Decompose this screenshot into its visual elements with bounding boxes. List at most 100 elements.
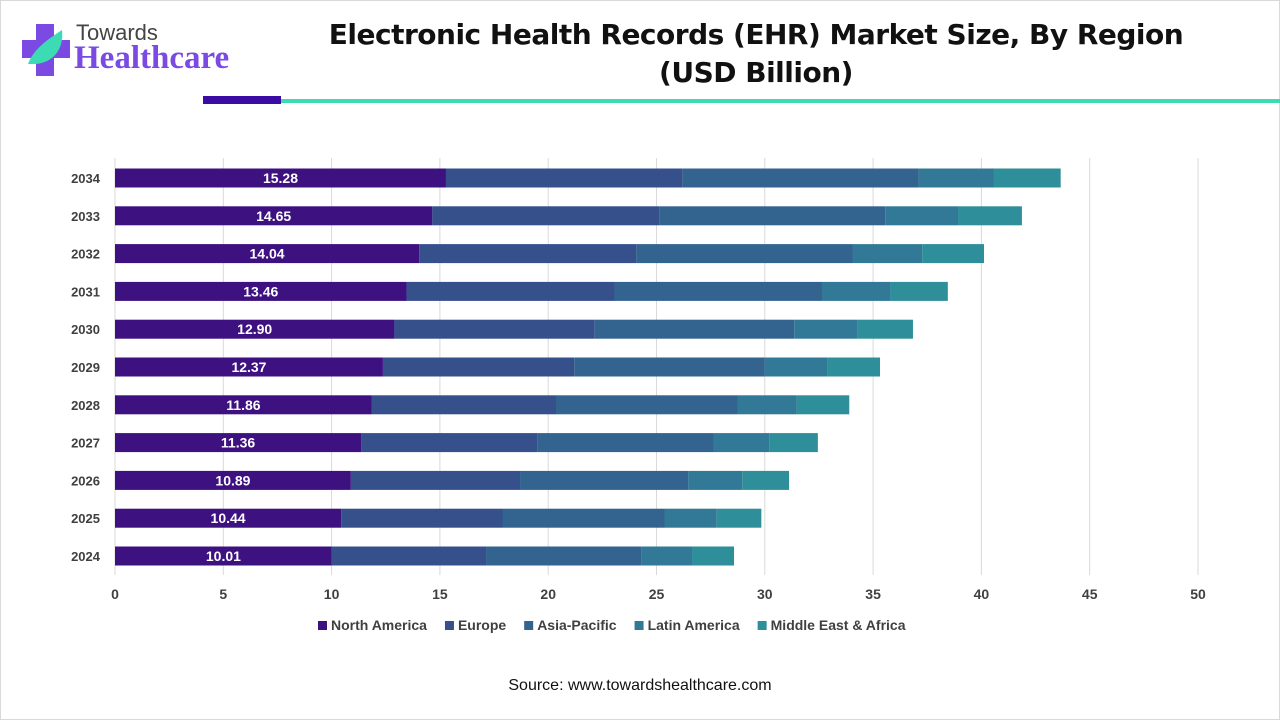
bar-segment-latin-america xyxy=(918,168,994,188)
x-tick-label: 25 xyxy=(649,586,665,602)
bar-segment-north-america xyxy=(115,206,433,226)
data-label: 14.65 xyxy=(256,208,291,224)
data-label: 13.46 xyxy=(243,283,278,299)
bar-segment-europe xyxy=(419,244,637,264)
bar-segment-north-america xyxy=(115,244,420,264)
y-tick-label: 2024 xyxy=(71,549,101,564)
legend-swatch xyxy=(444,621,454,630)
bar-segment-asia-pacific xyxy=(486,546,642,566)
data-label: 12.37 xyxy=(231,359,266,375)
bar-segment-middle-east-africa xyxy=(922,244,984,264)
brand-logo: Towards Healthcare xyxy=(20,20,250,90)
bar-segment-north-america xyxy=(115,433,362,453)
x-tick-label: 30 xyxy=(757,586,773,602)
bar-segment-europe xyxy=(341,508,503,528)
bar-segment-middle-east-africa xyxy=(958,206,1022,226)
x-tick-label: 5 xyxy=(219,586,227,602)
bar-segment-latin-america xyxy=(737,395,797,415)
cross-leaf-icon xyxy=(22,24,70,76)
bar-segment-europe xyxy=(361,433,538,453)
legend-swatch xyxy=(634,621,644,630)
bar-segment-middle-east-africa xyxy=(769,433,818,453)
bar-segment-latin-america xyxy=(794,319,858,339)
bar-segment-latin-america xyxy=(713,433,770,453)
x-tick-label: 40 xyxy=(974,586,990,602)
legend-label: Europe xyxy=(458,617,506,633)
bar-segment-middle-east-africa xyxy=(692,546,735,566)
bar-segment-latin-america xyxy=(885,206,959,226)
bar-segment-north-america xyxy=(115,546,332,566)
bar-segment-middle-east-africa xyxy=(827,357,881,377)
bar-segment-north-america xyxy=(115,357,383,377)
bar-segment-middle-east-africa xyxy=(742,470,790,490)
y-tick-label: 2033 xyxy=(71,209,100,224)
y-tick-label: 2030 xyxy=(71,322,100,337)
bar-segment-middle-east-africa xyxy=(716,508,762,528)
title-line-2: (USD Billion) xyxy=(659,56,853,89)
y-tick-label: 2025 xyxy=(71,511,100,526)
bar-segment-asia-pacific xyxy=(502,508,665,528)
y-tick-label: 2028 xyxy=(71,398,100,413)
bar-segment-latin-america xyxy=(688,470,743,490)
bar-segment-latin-america xyxy=(641,546,693,566)
chart-title: Electronic Health Records (EHR) Market S… xyxy=(300,16,1212,92)
brand-line2: Healthcare xyxy=(74,40,230,76)
bar-segment-asia-pacific xyxy=(682,168,919,188)
source-note: Source: www.towardshealthcare.com xyxy=(508,677,772,694)
legend-swatch xyxy=(318,621,327,630)
brand-line1: Towards xyxy=(76,20,158,45)
bar-segment-europe xyxy=(382,357,575,377)
bar-segment-north-america xyxy=(115,508,342,528)
bar-segment-latin-america xyxy=(821,281,891,301)
data-label: 11.86 xyxy=(226,397,260,413)
data-label: 11.36 xyxy=(221,435,255,451)
y-tick-label: 2026 xyxy=(71,473,100,488)
data-label: 12.90 xyxy=(237,321,272,337)
bar-segment-asia-pacific xyxy=(520,470,689,490)
legend-label: North America xyxy=(331,617,427,633)
header-accent-teal xyxy=(281,99,1280,103)
x-tick-label: 50 xyxy=(1190,586,1206,602)
bar-segment-north-america xyxy=(115,395,372,415)
bar-segment-europe xyxy=(371,395,556,415)
bar-segment-asia-pacific xyxy=(614,281,822,301)
bar-segment-asia-pacific xyxy=(659,206,886,226)
bar-segment-europe xyxy=(406,281,615,301)
bar-segment-europe xyxy=(432,206,660,226)
legend-label: Latin America xyxy=(648,617,740,633)
bar-segment-middle-east-africa xyxy=(796,395,850,415)
header-accent-dark xyxy=(203,96,281,104)
bar-segment-asia-pacific xyxy=(555,395,738,415)
bar-segment-north-america xyxy=(115,281,407,301)
x-tick-label: 35 xyxy=(865,586,881,602)
y-tick-label: 2031 xyxy=(71,284,100,299)
bar-segment-north-america xyxy=(115,470,351,490)
bar-segment-latin-america xyxy=(664,508,717,528)
bar-segment-latin-america xyxy=(852,244,923,264)
y-tick-label: 2027 xyxy=(71,436,100,451)
bar-segment-asia-pacific xyxy=(594,319,795,339)
x-tick-label: 20 xyxy=(540,586,556,602)
x-tick-label: 45 xyxy=(1082,586,1098,602)
title-line-1: Electronic Health Records (EHR) Market S… xyxy=(328,18,1184,51)
bar-segment-asia-pacific xyxy=(636,244,853,264)
y-tick-label: 2034 xyxy=(71,171,101,186)
data-label: 10.01 xyxy=(206,548,241,564)
bar-segment-asia-pacific xyxy=(537,433,714,453)
x-tick-label: 15 xyxy=(432,586,448,602)
data-label: 10.89 xyxy=(215,472,250,488)
bar-segment-north-america xyxy=(115,168,446,188)
legend-swatch xyxy=(524,621,534,630)
legend-swatch xyxy=(757,621,767,630)
bar-segment-north-america xyxy=(115,319,395,339)
bar-segment-asia-pacific xyxy=(574,357,765,377)
data-label: 14.04 xyxy=(250,246,285,262)
bar-segment-middle-east-africa xyxy=(993,168,1061,188)
bar-segment-europe xyxy=(394,319,595,339)
bar-segment-europe xyxy=(331,546,487,566)
bar-segment-middle-east-africa xyxy=(857,319,913,339)
x-tick-label: 10 xyxy=(324,586,340,602)
legend-label: Asia-Pacific xyxy=(537,617,617,633)
data-label: 10.44 xyxy=(211,510,246,526)
